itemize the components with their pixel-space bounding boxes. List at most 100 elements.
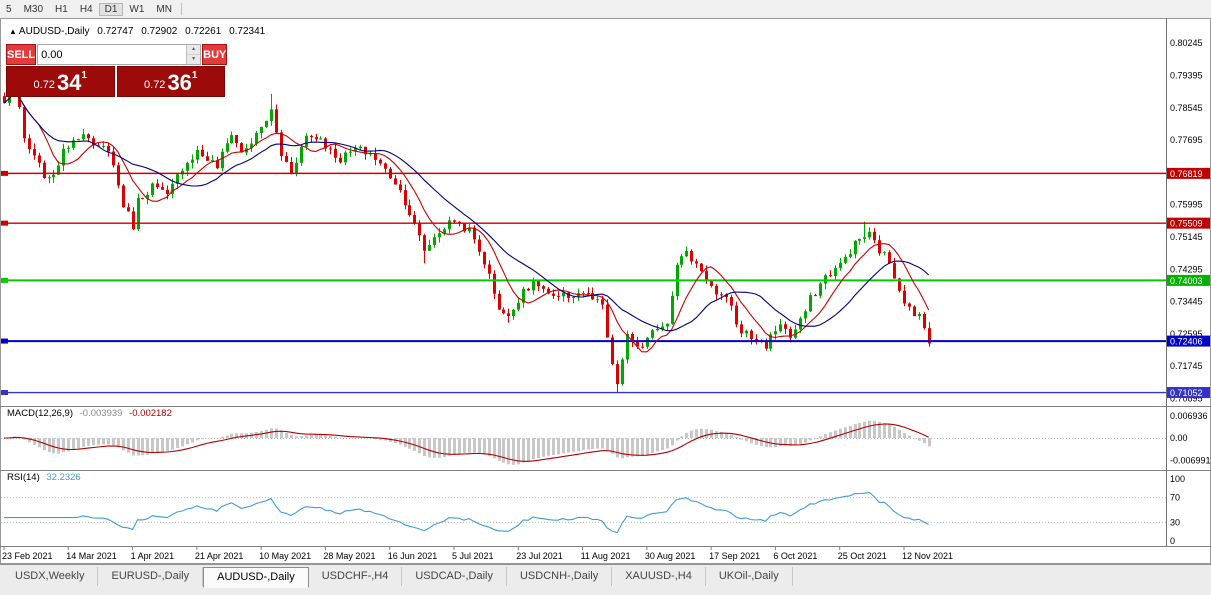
price-badge xyxy=(1167,335,1210,347)
date-label: 23 Feb 2021 xyxy=(2,551,53,561)
date-label: 1 Apr 2021 xyxy=(131,551,175,561)
date-label: 17 Sep 2021 xyxy=(709,551,760,561)
ask-price-point: 1 xyxy=(191,70,198,81)
rsi-indicator-label: RSI(14) 32.2326 xyxy=(7,472,85,483)
price-badge-label: 0.72406 xyxy=(1170,337,1203,347)
toolbar-separator xyxy=(180,3,182,15)
one-click-trading-panel: SELL ▲ ▼ BUY 0.72 34 1 0.72 36 1 xyxy=(6,44,228,97)
ohlc-high: 0.72902 xyxy=(141,26,178,37)
date-label: 10 May 2021 xyxy=(259,551,311,561)
date-label: 11 Aug 2021 xyxy=(581,551,631,561)
date-label: 25 Oct 2021 xyxy=(838,551,887,561)
timeframe-m30[interactable]: M30 xyxy=(23,3,44,15)
macd-axis-label: 0.006936 xyxy=(1170,411,1208,421)
date-label: 23 Jul 2021 xyxy=(516,551,563,561)
lot-increase-button[interactable]: ▲ xyxy=(187,45,201,55)
symbol-arrow-icon: ▲ xyxy=(9,27,17,36)
price-axis-tick: 0.80245 xyxy=(1170,38,1203,48)
tab-usdchf-h4[interactable]: USDCHF-,H4 xyxy=(309,567,403,586)
price-badge-label: 0.76819 xyxy=(1170,169,1203,179)
macd-axis-label: 0.00 xyxy=(1170,433,1188,443)
ohlc-low: 0.72261 xyxy=(185,26,222,37)
tab-ukoil-daily[interactable]: UKOil-,Daily xyxy=(706,567,793,586)
symbol-info: ▲ AUDUSD-,Daily 0.72747 0.72902 0.72261 0… xyxy=(9,26,270,37)
timeframe-mn[interactable]: MN xyxy=(156,3,172,15)
date-label: 28 May 2021 xyxy=(323,551,375,561)
tab-eurusd-daily[interactable]: EURUSD-,Daily xyxy=(98,567,204,586)
chart-window-frame xyxy=(0,18,1211,564)
price-badge xyxy=(1167,217,1210,229)
price-badge-label: 0.75509 xyxy=(1170,219,1203,229)
symbol-name: AUDUSD-,Daily xyxy=(18,26,90,37)
date-label: 14 Mar 2021 xyxy=(66,551,117,561)
ma-line-8 xyxy=(3,92,930,353)
date-label: 12 Nov 2021 xyxy=(902,551,953,561)
price-axis-tick: 0.78545 xyxy=(1170,103,1203,113)
date-label: 30 Aug 2021 xyxy=(645,551,696,561)
price-axis-tick: 0.70895 xyxy=(1170,393,1203,403)
rsi-axis-label: 100 xyxy=(1170,474,1185,484)
price-badge xyxy=(1167,274,1210,286)
sell-price-display[interactable]: 0.72 34 1 xyxy=(6,66,115,97)
level-left-marker xyxy=(1,390,8,396)
timeframe-h1[interactable]: H1 xyxy=(55,3,68,15)
macd-name: MACD(12,26,9) xyxy=(7,408,73,419)
down-candle-bodies xyxy=(3,82,931,385)
macd-signal-line xyxy=(3,423,929,462)
ohlc-close: 0.72341 xyxy=(229,26,266,37)
lot-size-input[interactable] xyxy=(38,45,187,64)
price-axis-tick: 0.79395 xyxy=(1170,70,1203,80)
rsi-name: RSI(14) xyxy=(7,472,40,483)
timeframe-5[interactable]: 5 xyxy=(6,3,12,15)
rsi-axis-label: 30 xyxy=(1170,517,1180,527)
price-axis-tick: 0.77695 xyxy=(1170,135,1203,145)
date-label: 6 Oct 2021 xyxy=(773,551,817,561)
tab-usdcad-daily[interactable]: USDCAD-,Daily xyxy=(402,567,507,586)
rsi-axis-label: 70 xyxy=(1170,493,1180,503)
bid-price-base: 0.72 xyxy=(33,79,55,91)
level-left-marker xyxy=(1,170,8,176)
level-left-marker xyxy=(1,338,8,344)
lot-size-control: ▲ ▼ xyxy=(37,44,202,65)
price-axis-tick: 0.74295 xyxy=(1170,264,1203,274)
rsi-line xyxy=(4,491,929,534)
tab-audusd-daily[interactable]: AUDUSD-,Daily xyxy=(203,567,309,588)
price-badge xyxy=(1167,167,1210,179)
timeframe-h4[interactable]: H4 xyxy=(79,3,93,15)
price-badge-label: 0.74003 xyxy=(1170,276,1203,286)
macd-main-value: -0.003939 xyxy=(79,408,123,419)
date-label: 21 Apr 2021 xyxy=(195,551,244,561)
date-label: 5 Jul 2021 xyxy=(452,551,494,561)
price-badge-label: 0.71052 xyxy=(1170,388,1203,398)
macd-axis-label: -0.006991 xyxy=(1170,455,1211,465)
date-label: 16 Jun 2021 xyxy=(388,551,438,561)
level-left-marker xyxy=(1,220,8,226)
tab-xauusd-h4[interactable]: XAUUSD-,H4 xyxy=(612,567,706,586)
lot-decrease-button[interactable]: ▼ xyxy=(187,55,201,64)
bid-price-point: 1 xyxy=(81,70,87,81)
tab-usdcnh-daily[interactable]: USDCNH-,Daily xyxy=(507,567,613,586)
timeframe-w1[interactable]: W1 xyxy=(129,3,145,15)
lot-spinner: ▲ ▼ xyxy=(186,45,201,64)
timeframe-toolbar: 5 M30 H1 H4 D1 W1 MN xyxy=(0,0,1211,18)
chart-tabs-bar: USDX,Weekly EURUSD-,Daily AUDUSD-,Daily USD… xyxy=(0,564,1211,595)
ma-line-18 xyxy=(3,92,930,332)
rsi-value: 32.2326 xyxy=(46,472,81,483)
timeframe-d1[interactable]: D1 xyxy=(98,2,124,16)
level-left-marker xyxy=(1,277,8,283)
price-axis-tick: 0.75145 xyxy=(1170,232,1203,242)
macd-signal-value: -0.002182 xyxy=(129,408,172,419)
buy-price-display[interactable]: 0.72 36 1 xyxy=(116,66,225,97)
price-axis-tick: 0.75995 xyxy=(1170,200,1203,210)
ask-price-base: 0.72 xyxy=(144,79,166,91)
price-badge xyxy=(1167,387,1210,399)
tab-usdx-weekly[interactable]: USDX,Weekly xyxy=(2,567,99,586)
buy-button[interactable]: BUY xyxy=(202,44,228,65)
price-axis-tick: 0.73445 xyxy=(1170,297,1203,307)
timeframe-buttons: 5 M30 H1 H4 D1 W1 MN xyxy=(0,2,178,16)
rsi-axis-label: 0 xyxy=(1170,536,1175,546)
sell-button[interactable]: SELL xyxy=(6,44,37,65)
bid-price-pips: 34 xyxy=(56,70,82,96)
